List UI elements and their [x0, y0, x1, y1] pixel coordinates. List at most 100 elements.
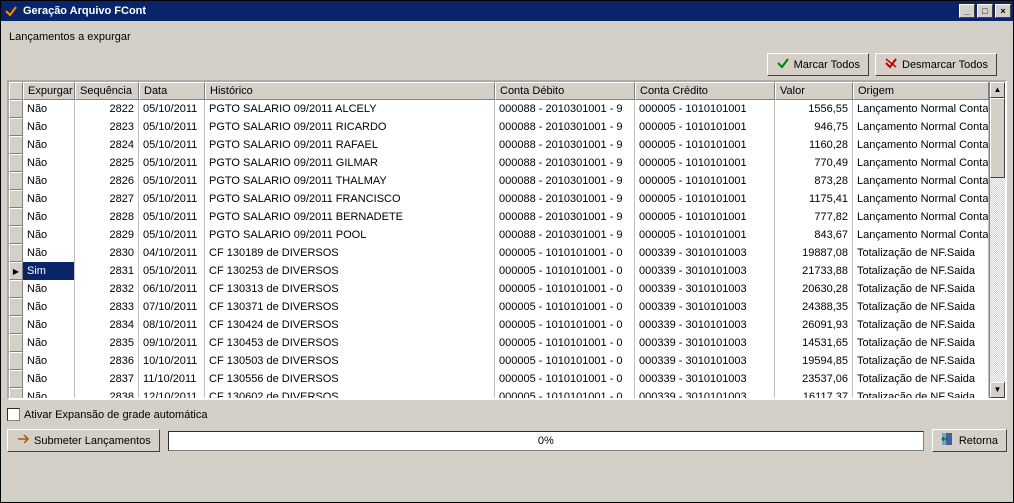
- cell-sequencia: 2826: [75, 172, 139, 190]
- row-selector[interactable]: [9, 190, 23, 208]
- app-window: Geração Arquivo FCont _ □ × Lançamentos …: [0, 0, 1014, 503]
- table-row[interactable]: Não282205/10/2011PGTO SALARIO 09/2011 AL…: [9, 100, 989, 118]
- header-historico[interactable]: Histórico: [205, 82, 495, 100]
- cell-expurgar[interactable]: Não: [23, 370, 75, 388]
- mark-all-button[interactable]: Marcar Todos: [767, 53, 869, 76]
- cell-credito: 000005 - 1010101001: [635, 172, 775, 190]
- return-button[interactable]: Retorna: [932, 429, 1007, 452]
- row-selector[interactable]: [9, 388, 23, 398]
- cell-expurgar[interactable]: Não: [23, 298, 75, 316]
- scroll-down-button[interactable]: ▼: [990, 382, 1005, 398]
- table-row[interactable]: Não283206/10/2011CF 130313 de DIVERSOS00…: [9, 280, 989, 298]
- cell-historico: PGTO SALARIO 09/2011 RAFAEL: [205, 136, 495, 154]
- minimize-button[interactable]: _: [959, 4, 975, 18]
- cell-expurgar[interactable]: Não: [23, 118, 75, 136]
- header-origem[interactable]: Origem: [853, 82, 989, 100]
- cell-sequencia: 2833: [75, 298, 139, 316]
- cell-data: 05/10/2011: [139, 100, 205, 118]
- cell-data: 12/10/2011: [139, 388, 205, 398]
- row-selector[interactable]: [9, 100, 23, 118]
- table-row[interactable]: Não282305/10/2011PGTO SALARIO 09/2011 RI…: [9, 118, 989, 136]
- row-selector[interactable]: [9, 244, 23, 262]
- submit-button[interactable]: Submeter Lançamentos: [7, 429, 160, 452]
- window-buttons: _ □ ×: [959, 4, 1011, 18]
- row-selector[interactable]: [9, 154, 23, 172]
- header-sequencia[interactable]: Sequência: [75, 82, 139, 100]
- cell-expurgar[interactable]: Não: [23, 280, 75, 298]
- row-selector[interactable]: ▶: [9, 262, 23, 280]
- cell-expurgar[interactable]: Não: [23, 334, 75, 352]
- cell-expurgar[interactable]: Não: [23, 154, 75, 172]
- row-selector[interactable]: [9, 316, 23, 334]
- cell-sequencia: 2834: [75, 316, 139, 334]
- header-rowselector[interactable]: [9, 82, 23, 100]
- table-row[interactable]: Não283509/10/2011CF 130453 de DIVERSOS00…: [9, 334, 989, 352]
- cell-expurgar[interactable]: Não: [23, 190, 75, 208]
- auto-expand-checkbox[interactable]: [7, 408, 20, 421]
- cell-expurgar[interactable]: Não: [23, 316, 75, 334]
- table-row[interactable]: ▶Sim283105/10/2011CF 130253 de DIVERSOS0…: [9, 262, 989, 280]
- vertical-scrollbar[interactable]: ▲ ▼: [989, 82, 1005, 398]
- cell-data: 05/10/2011: [139, 172, 205, 190]
- table-row[interactable]: Não283711/10/2011CF 130556 de DIVERSOS00…: [9, 370, 989, 388]
- cell-credito: 000005 - 1010101001: [635, 100, 775, 118]
- row-selector[interactable]: [9, 334, 23, 352]
- table-row[interactable]: Não283307/10/2011CF 130371 de DIVERSOS00…: [9, 298, 989, 316]
- header-debito[interactable]: Conta Débito: [495, 82, 635, 100]
- cell-data: 11/10/2011: [139, 370, 205, 388]
- header-expurgar[interactable]: Expurgar: [23, 82, 75, 100]
- row-selector[interactable]: [9, 208, 23, 226]
- row-selector[interactable]: [9, 352, 23, 370]
- cell-expurgar[interactable]: Não: [23, 388, 75, 398]
- cell-expurgar[interactable]: Sim: [23, 262, 75, 280]
- table-row[interactable]: Não283610/10/2011CF 130503 de DIVERSOS00…: [9, 352, 989, 370]
- cell-credito: 000339 - 3010101003: [635, 388, 775, 398]
- scroll-track[interactable]: [990, 98, 1005, 382]
- cell-historico: CF 130503 de DIVERSOS: [205, 352, 495, 370]
- cell-historico: CF 130313 de DIVERSOS: [205, 280, 495, 298]
- cell-expurgar[interactable]: Não: [23, 244, 75, 262]
- table-row[interactable]: Não282605/10/2011PGTO SALARIO 09/2011 TH…: [9, 172, 989, 190]
- cell-debito: 000005 - 1010101001 - 0: [495, 244, 635, 262]
- cell-debito: 000005 - 1010101001 - 0: [495, 280, 635, 298]
- row-selector[interactable]: [9, 280, 23, 298]
- scroll-up-button[interactable]: ▲: [990, 82, 1005, 98]
- cell-expurgar[interactable]: Não: [23, 208, 75, 226]
- maximize-button[interactable]: □: [977, 4, 993, 18]
- cell-expurgar[interactable]: Não: [23, 136, 75, 154]
- cell-origem: Totalização de NF.Saida: [853, 298, 989, 316]
- table-row[interactable]: Não283812/10/2011CF 130602 de DIVERSOS00…: [9, 388, 989, 398]
- row-selector[interactable]: [9, 118, 23, 136]
- header-data[interactable]: Data: [139, 82, 205, 100]
- unmark-all-button[interactable]: Desmarcar Todos: [875, 53, 997, 76]
- cell-valor: 1160,28: [775, 136, 853, 154]
- cell-expurgar[interactable]: Não: [23, 226, 75, 244]
- row-selector[interactable]: [9, 172, 23, 190]
- cell-valor: 19887,08: [775, 244, 853, 262]
- header-credito[interactable]: Conta Crédito: [635, 82, 775, 100]
- table-row[interactable]: Não282505/10/2011PGTO SALARIO 09/2011 GI…: [9, 154, 989, 172]
- table-row[interactable]: Não283004/10/2011CF 130189 de DIVERSOS00…: [9, 244, 989, 262]
- scroll-thumb[interactable]: [990, 98, 1005, 178]
- cell-expurgar[interactable]: Não: [23, 100, 75, 118]
- row-selector[interactable]: [9, 370, 23, 388]
- table-row[interactable]: Não282705/10/2011PGTO SALARIO 09/2011 FR…: [9, 190, 989, 208]
- cell-debito: 000088 - 2010301001 - 9: [495, 118, 635, 136]
- grid[interactable]: Expurgar Sequência Data Histórico Conta …: [9, 82, 989, 398]
- table-row[interactable]: Não283408/10/2011CF 130424 de DIVERSOS00…: [9, 316, 989, 334]
- table-row[interactable]: Não282805/10/2011PGTO SALARIO 09/2011 BE…: [9, 208, 989, 226]
- cell-debito: 000088 - 2010301001 - 9: [495, 226, 635, 244]
- cell-expurgar[interactable]: Não: [23, 352, 75, 370]
- row-selector[interactable]: [9, 298, 23, 316]
- unmark-all-label: Desmarcar Todos: [902, 59, 988, 71]
- table-row[interactable]: Não282905/10/2011PGTO SALARIO 09/2011 PO…: [9, 226, 989, 244]
- row-selector[interactable]: [9, 136, 23, 154]
- cell-sequencia: 2838: [75, 388, 139, 398]
- cell-data: 08/10/2011: [139, 316, 205, 334]
- cell-valor: 26091,93: [775, 316, 853, 334]
- table-row[interactable]: Não282405/10/2011PGTO SALARIO 09/2011 RA…: [9, 136, 989, 154]
- row-selector[interactable]: [9, 226, 23, 244]
- header-valor[interactable]: Valor: [775, 82, 853, 100]
- close-button[interactable]: ×: [995, 4, 1011, 18]
- cell-expurgar[interactable]: Não: [23, 172, 75, 190]
